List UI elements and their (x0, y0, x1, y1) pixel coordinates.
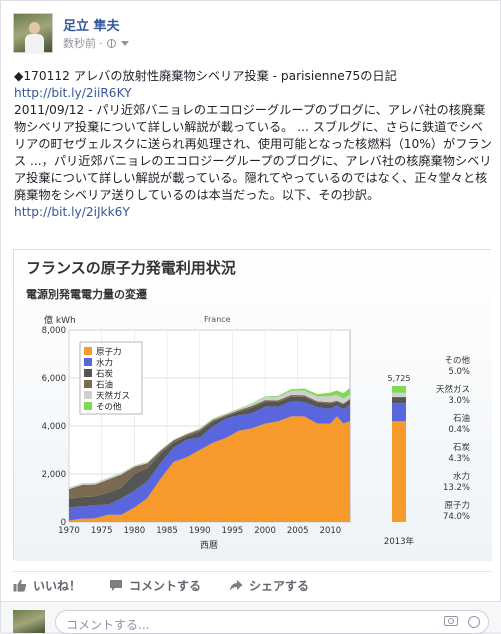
bar-segment-name: 石油 (453, 413, 470, 424)
comment-label: コメントする (129, 579, 202, 593)
bar-segment-name: 石炭 (453, 443, 471, 453)
author-name[interactable]: 足立 隼夫 (63, 19, 120, 34)
area-series (69, 401, 350, 521)
plot-area: 0 2,000 4,000 6,000 8,000 1970 1975 1980 1985 199… (42, 326, 471, 547)
comment-icon (110, 580, 123, 591)
bar-segment-name: 天然ガス (436, 384, 470, 395)
like-label: いいね！ (33, 579, 82, 593)
x-tick-label: 1990 (189, 526, 211, 536)
bar-segment (392, 403, 406, 422)
thumbs-up-icon (13, 579, 27, 592)
y-tick-label: 2,000 (42, 470, 66, 480)
legend-label: その他 (96, 402, 122, 413)
y-unit-label: 億 kWh (44, 314, 76, 326)
bar-segment-percent: 3.0% (448, 396, 470, 406)
user-avatar (13, 610, 45, 633)
comment-input[interactable]: コメントする... (55, 610, 489, 634)
area-series (69, 396, 350, 508)
x-tick-label: 1995 (222, 526, 244, 536)
bar-segment-name: 水力 (453, 471, 470, 482)
bar-segment (392, 421, 406, 522)
legend-label: 石炭 (96, 370, 114, 380)
timestamp[interactable]: 数秒前 (63, 37, 96, 50)
chart: フランスの原子力発電利用状況 電源別発電電力量の変遷 億 kWh France … (14, 250, 492, 561)
legend-swatch (84, 391, 92, 399)
camera-icon[interactable] (444, 616, 458, 626)
x-tick-label: 2005 (287, 526, 309, 536)
bar-segment-percent: 74.0% (443, 512, 470, 522)
globe-icon[interactable] (106, 38, 116, 48)
x-tick-label: 1975 (91, 526, 113, 536)
legend-swatch (84, 402, 92, 410)
title-link[interactable]: http://bit.ly/2iiR6KY (14, 86, 132, 100)
bar-total-label: 5,725 (388, 374, 411, 383)
legend-swatch (84, 380, 92, 388)
post-body: 2011/09/12 - パリ近郊バニョレのエコロジーグループのブログに、アレバ… (14, 103, 492, 202)
x-tick-label: 2000 (254, 526, 276, 536)
comment-bar: コメントする... (1, 601, 501, 634)
y-tick-label: 6,000 (42, 374, 66, 384)
share-icon (229, 580, 243, 591)
bar-year-label: 2013年 (384, 536, 415, 547)
legend-swatch (84, 347, 92, 355)
area-series (69, 395, 350, 499)
bar-segment-percent: 5.0% (448, 367, 470, 377)
comment-button[interactable]: コメントする (109, 577, 201, 594)
chart-title: 電源別発電電力量の変遷 (26, 287, 147, 301)
x-tick-label: 2010 (320, 526, 342, 536)
x-tick-label: 1980 (124, 526, 146, 536)
bar-segment-percent: 4.3% (448, 454, 470, 464)
bar-segment-name: 原子力 (444, 500, 470, 511)
post-meta: 数秒前 · (63, 35, 129, 51)
legend-label: 原子力 (96, 347, 122, 358)
legend-swatch (84, 358, 92, 366)
bar-segment (392, 396, 406, 398)
country-label: France (204, 315, 231, 324)
x-tick-label: 1970 (58, 526, 80, 536)
area-series (69, 416, 350, 522)
body-link[interactable]: http://bit.ly/2iJkk6Y (14, 205, 130, 219)
bar-segment-name: その他 (444, 355, 470, 366)
share-button[interactable]: シェアする (229, 577, 309, 594)
bar-segment-percent: 13.2% (443, 483, 470, 493)
action-bar: いいね！ コメントする シェアする (13, 571, 491, 599)
bar-segment (392, 397, 406, 404)
area-series (69, 390, 350, 490)
legend-label: 水力 (96, 358, 113, 369)
y-tick-label: 8,000 (42, 326, 66, 336)
share-label: シェアする (249, 579, 310, 593)
chevron-down-icon[interactable] (120, 40, 129, 46)
legend-label: 石油 (96, 380, 113, 391)
legend-swatch (84, 369, 92, 377)
author-avatar[interactable] (13, 13, 53, 54)
x-tick-label: 1985 (156, 526, 178, 536)
y-tick-label: 0 (61, 518, 66, 528)
emoji-icon[interactable] (468, 616, 480, 628)
bar-segment (392, 386, 406, 393)
like-button[interactable]: いいね！ (13, 577, 81, 594)
legend-label: 天然ガス (96, 391, 130, 402)
post-image[interactable]: フランスの原子力発電利用状況 電源別発電電力量の変遷 億 kWh France … (13, 249, 492, 561)
bar-segment (392, 392, 406, 397)
banner-title: フランスの原子力発電利用状況 (26, 259, 236, 277)
post-text: ◆170112 アレバの放射性廃棄物シベリア投棄 - parisienne75の… (14, 68, 494, 221)
post-title: ◆170112 アレバの放射性廃棄物シベリア投棄 - parisienne75の… (14, 69, 397, 83)
x-axis-label: 西暦 (200, 540, 218, 551)
comment-tools (444, 616, 480, 628)
bar-segment-percent: 0.4% (448, 425, 470, 435)
y-tick-label: 4,000 (42, 422, 66, 432)
